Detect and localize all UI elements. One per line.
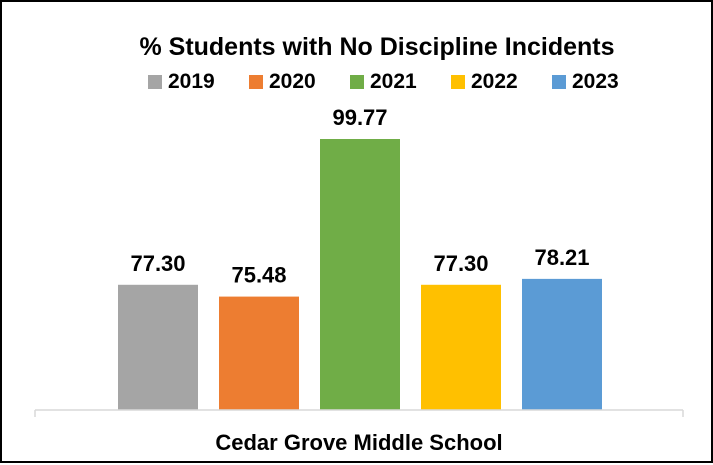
chart-title: % Students with No Discipline Incidents	[139, 33, 614, 61]
data-label-2023: 78.21	[534, 245, 589, 270]
category-label: Cedar Grove Middle School	[215, 430, 502, 455]
data-label-2021: 99.77	[332, 105, 387, 130]
data-labels: 77.30 75.48 99.77 77.30 78.21	[130, 105, 589, 288]
legend-label-2023: 2023	[572, 70, 619, 93]
bars	[118, 139, 602, 410]
data-label-2020: 75.48	[231, 263, 286, 288]
legend-swatch-2022	[451, 75, 465, 89]
legend-label-2019: 2019	[168, 70, 215, 93]
bar-2020	[219, 296, 299, 410]
legend-swatch-2021	[350, 75, 364, 89]
data-label-2022: 77.30	[433, 251, 488, 276]
bar-2022	[421, 284, 501, 410]
legend-label-2021: 2021	[370, 70, 417, 93]
legend-label-2020: 2020	[269, 70, 316, 93]
bar-2021	[320, 139, 400, 410]
legend-swatch-2023	[552, 75, 566, 89]
legend-label-2022: 2022	[471, 70, 518, 93]
bar-2023	[522, 278, 602, 410]
legend-swatch-2020	[249, 75, 263, 89]
legend: 2019 2020 2021 2022 2023	[148, 70, 619, 93]
legend-swatch-2019	[148, 75, 162, 89]
bar-2019	[118, 284, 198, 410]
data-label-2019: 77.30	[130, 251, 185, 276]
